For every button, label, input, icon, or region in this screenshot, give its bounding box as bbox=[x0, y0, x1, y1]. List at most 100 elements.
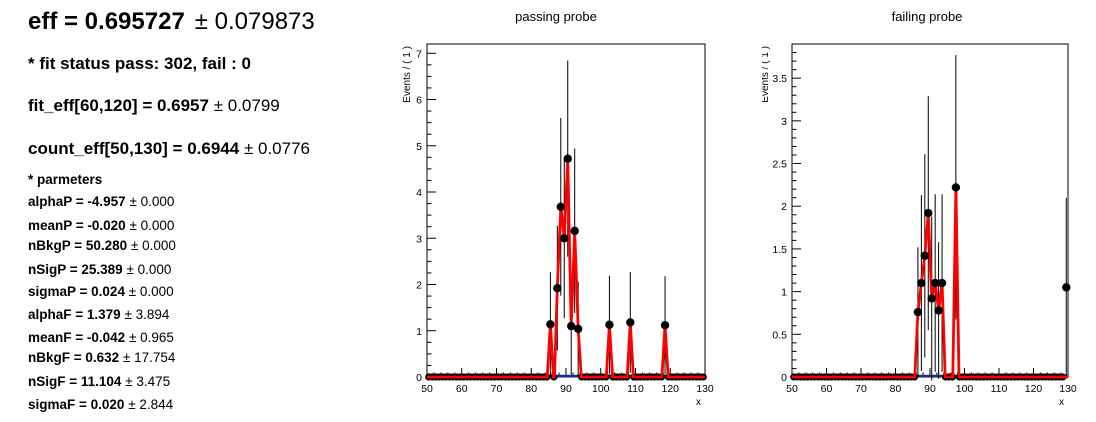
y-tick-label: 2 bbox=[781, 201, 787, 213]
parameter-row: sigmaP = 0.024 ± 0.000 bbox=[28, 284, 174, 299]
x-tick-label: 60 bbox=[821, 383, 833, 395]
y-tick-label: 0 bbox=[781, 372, 787, 384]
parameter-error: ± 0.965 bbox=[128, 330, 174, 345]
parameter-error: ± 0.000 bbox=[126, 262, 172, 277]
chart-title: passing probe bbox=[515, 9, 597, 24]
x-tick-label: 100 bbox=[956, 383, 974, 395]
x-tick-label: 50 bbox=[786, 383, 798, 395]
y-tick-label: 1 bbox=[416, 326, 422, 338]
parameter-value: meanF = -0.042 bbox=[28, 330, 126, 345]
parameter-value: nSigF = 11.104 bbox=[28, 374, 122, 389]
data-point bbox=[951, 183, 961, 192]
x-axis-label: x bbox=[1059, 397, 1064, 408]
parameter-value: nSigP = 25.389 bbox=[28, 262, 123, 277]
data-point bbox=[660, 321, 670, 330]
y-tick-label: 5 bbox=[416, 141, 422, 153]
count-eff-value: count_eff[50,130] = 0.6944 bbox=[28, 139, 240, 158]
fit-status-text: * fit status pass: 302, fail : 0 bbox=[28, 54, 251, 73]
parameter-row: nSigF = 11.104 ± 3.475 bbox=[28, 374, 170, 389]
y-tick-label: 3 bbox=[781, 116, 787, 128]
x-tick-label: 120 bbox=[661, 383, 679, 395]
parameter-row: nBkgF = 0.632 ± 17.754 bbox=[28, 350, 175, 365]
parameter-value: meanP = -0.020 bbox=[28, 218, 126, 233]
signal-fit-curve bbox=[427, 157, 705, 379]
parameter-value: nBkgF = 0.632 bbox=[28, 350, 120, 365]
x-tick-label: 120 bbox=[1025, 383, 1043, 395]
parameter-value: alphaF = 1.379 bbox=[28, 307, 121, 322]
data-point bbox=[563, 154, 572, 163]
y-tick-label: 0 bbox=[416, 372, 422, 384]
data-point bbox=[937, 278, 947, 288]
parameter-row: alphaF = 1.379 ± 3.894 bbox=[28, 307, 169, 322]
count-eff-error: ± 0.0776 bbox=[243, 139, 310, 158]
parameter-error: ± 3.894 bbox=[124, 307, 170, 322]
x-tick-label: 80 bbox=[890, 383, 902, 395]
y-tick-label: 7 bbox=[416, 48, 422, 60]
efficiency-value: eff = 0.695727 bbox=[28, 8, 185, 35]
y-tick-label: 1.5 bbox=[772, 244, 787, 256]
parameter-row: sigmaF = 0.020 ± 2.844 bbox=[28, 397, 173, 412]
parameter-error: ± 3.475 bbox=[125, 374, 171, 389]
parameter-error: ± 17.754 bbox=[122, 350, 176, 365]
x-tick-label: 60 bbox=[456, 383, 468, 395]
data-point bbox=[927, 294, 936, 303]
fit-eff-error: ± 0.0799 bbox=[213, 96, 280, 115]
y-tick-label: 1 bbox=[781, 287, 787, 299]
y-axis-label: Events / ( 1 ) bbox=[762, 46, 771, 103]
parameter-value: nBkgP = 50.280 bbox=[28, 238, 128, 253]
data-point bbox=[560, 234, 569, 243]
x-tick-label: 100 bbox=[592, 383, 610, 395]
y-tick-label: 6 bbox=[416, 95, 422, 107]
x-tick-label: 70 bbox=[491, 383, 503, 395]
y-tick-label: 4 bbox=[416, 187, 422, 199]
y-tick-label: 2.5 bbox=[772, 159, 787, 171]
fit-eff-line: fit_eff[60,120] = 0.6957 ± 0.0799 bbox=[28, 96, 280, 116]
data-point bbox=[934, 306, 943, 315]
data-point bbox=[553, 284, 562, 293]
x-tick-label: 90 bbox=[924, 383, 936, 395]
data-point bbox=[546, 320, 555, 329]
fit-eff-value: fit_eff[60,120] = 0.6957 bbox=[28, 96, 209, 115]
data-point bbox=[917, 278, 926, 288]
y-tick-label: 0.5 bbox=[772, 329, 787, 341]
count-eff-line: count_eff[50,130] = 0.6944 ± 0.0776 bbox=[28, 139, 310, 159]
data-point bbox=[626, 318, 635, 327]
chart-title: failing probe bbox=[892, 9, 963, 24]
data-point bbox=[920, 251, 930, 260]
data-point bbox=[924, 208, 933, 218]
y-axis-label: Events / ( 1 ) bbox=[402, 46, 413, 103]
y-tick-label: 2 bbox=[416, 280, 422, 292]
efficiency-error: ± 0.079873 bbox=[194, 8, 315, 35]
x-tick-label: 80 bbox=[525, 383, 537, 395]
x-tick-label: 110 bbox=[991, 383, 1008, 395]
parameter-value: sigmaP = 0.024 bbox=[28, 284, 125, 299]
parameter-row: nSigP = 25.389 ± 0.000 bbox=[28, 262, 171, 277]
x-tick-label: 110 bbox=[627, 383, 644, 395]
y-tick-label: 3.5 bbox=[772, 73, 787, 85]
data-point bbox=[556, 202, 565, 211]
parameter-value: sigmaF = 0.020 bbox=[28, 397, 125, 412]
x-tick-label: 130 bbox=[1059, 383, 1077, 395]
data-point bbox=[913, 307, 923, 317]
x-tick-label: 130 bbox=[696, 383, 714, 395]
failing-probe-chart: failing probe 50 60 70 80 90 100 110 120 130 x 0 0.5… bbox=[762, 9, 1077, 408]
parameter-error: ± 0.000 bbox=[129, 194, 175, 209]
parameter-row: alphaP = -4.957 ± 0.000 bbox=[28, 194, 174, 209]
parameter-error: ± 0.000 bbox=[129, 218, 175, 233]
data-point bbox=[605, 320, 614, 329]
parameter-error: ± 0.000 bbox=[128, 284, 174, 299]
data-point bbox=[570, 226, 579, 236]
fit-summary-panel: eff = 0.695727 ± 0.079873 * fit status pa… bbox=[0, 0, 400, 422]
passing-probe-chart: passing probe 50 60 70 80 90 100 110 120 130 x 0 1 2 3… bbox=[402, 9, 714, 408]
parameter-row: meanP = -0.020 ± 0.000 bbox=[28, 218, 174, 233]
x-tick-label: 90 bbox=[560, 383, 572, 395]
data-point bbox=[1062, 283, 1071, 292]
x-tick-label: 70 bbox=[855, 383, 867, 395]
x-tick-label: 50 bbox=[421, 383, 433, 395]
parameters-header: * parmeters bbox=[28, 172, 103, 187]
efficiency-title: eff = 0.695727 ± 0.079873 bbox=[28, 8, 315, 36]
data-point bbox=[930, 278, 940, 288]
data-point bbox=[573, 324, 583, 334]
parameter-error: ± 0.000 bbox=[130, 238, 176, 253]
parameter-error: ± 2.844 bbox=[128, 397, 174, 412]
